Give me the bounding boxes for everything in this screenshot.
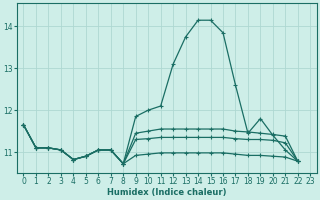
X-axis label: Humidex (Indice chaleur): Humidex (Indice chaleur) bbox=[107, 188, 227, 197]
